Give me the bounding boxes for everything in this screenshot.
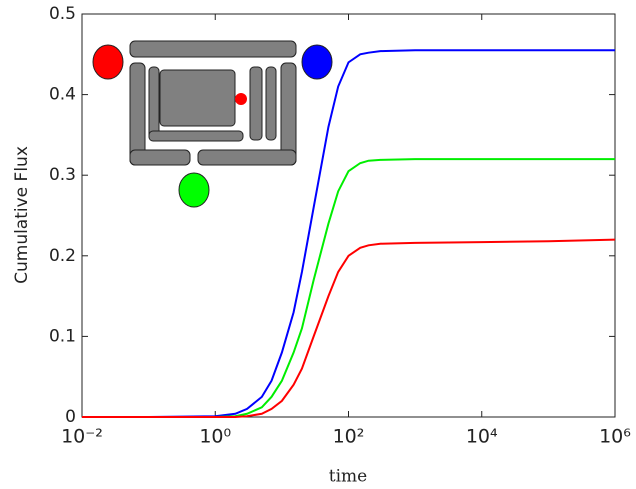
line-series [82, 49, 615, 418]
x-tick-label: 10⁶ [599, 426, 631, 448]
y-tick-label: 0.5 [49, 4, 76, 24]
maze-wall [249, 66, 263, 141]
maze-wall [197, 149, 297, 166]
y-tick-label: 0 [65, 407, 76, 427]
blue-port [301, 44, 333, 80]
inset-diagram [92, 40, 333, 208]
y-tick-label: 0.3 [49, 165, 76, 185]
plot-area [81, 13, 616, 418]
maze-wall [148, 130, 244, 142]
x-tick-label: 10⁰ [199, 426, 231, 448]
y-tick-label: 0.1 [49, 326, 76, 346]
line-series [82, 158, 615, 418]
x-tick-label: 10⁻² [61, 426, 103, 448]
maze-wall [148, 66, 160, 141]
green-port [178, 172, 210, 208]
maze-block [159, 69, 236, 127]
maze-wall [265, 66, 277, 141]
red-port [92, 44, 124, 80]
y-tick-label: 0.2 [49, 246, 76, 266]
x-axis-label: time [329, 467, 367, 487]
line-series [82, 238, 616, 418]
maze-wall [129, 40, 297, 58]
x-tick-label: 10⁴ [466, 426, 498, 448]
maze-wall [129, 149, 191, 166]
source-dot [235, 93, 247, 105]
y-tick-label: 0.4 [49, 85, 76, 105]
x-tick-label: 10² [333, 426, 365, 448]
y-axis-label: Cumulative Flux [12, 146, 32, 284]
